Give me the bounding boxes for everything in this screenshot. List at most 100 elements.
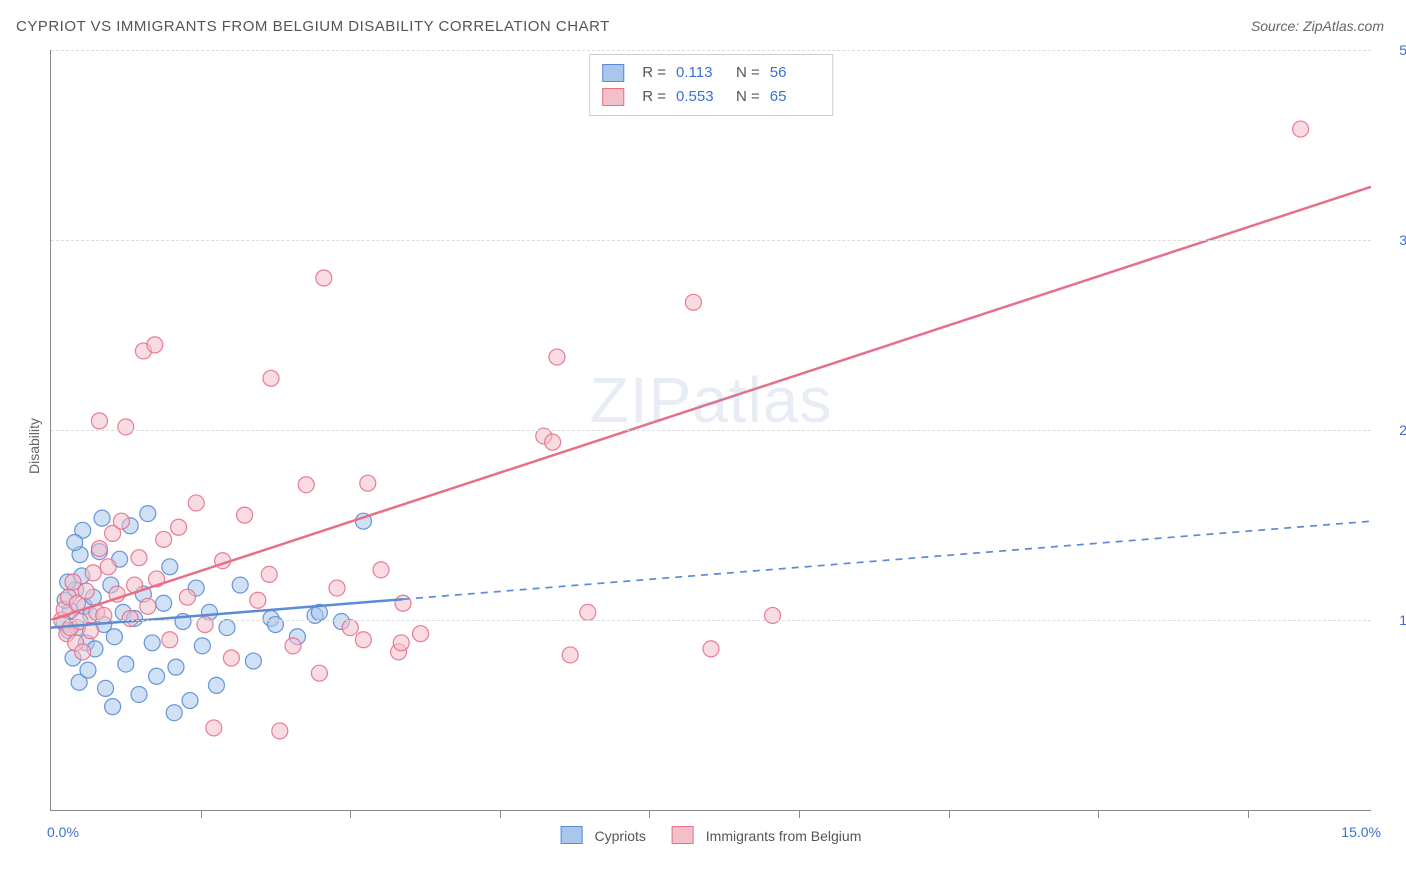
correlation-row-cypriots: R = 0.113 N = 56 [602, 61, 820, 85]
data-point [272, 723, 288, 739]
data-point [197, 617, 213, 633]
data-point [188, 495, 204, 511]
data-point [580, 604, 596, 620]
r-label: R = [642, 85, 666, 109]
x-tick-mark [799, 810, 800, 818]
r-value: 0.113 [676, 61, 726, 85]
data-point [105, 699, 121, 715]
y-axis-label: Disability [26, 418, 42, 474]
legend-label: Cypriots [595, 828, 646, 844]
data-point [67, 534, 83, 550]
data-point [685, 294, 701, 310]
swatch-icon [602, 88, 624, 106]
data-point [171, 519, 187, 535]
r-label: R = [642, 61, 666, 85]
swatch-icon [561, 826, 583, 844]
data-point [179, 589, 195, 605]
r-value: 0.553 [676, 85, 726, 109]
data-point [149, 668, 165, 684]
swatch-icon [602, 64, 624, 82]
data-point [329, 580, 345, 596]
data-point [245, 653, 261, 669]
data-point [237, 507, 253, 523]
data-point [393, 635, 409, 651]
data-point [140, 598, 156, 614]
y-tick-label: 12.5% [1379, 612, 1406, 628]
data-point [144, 635, 160, 651]
x-tick-mark [949, 810, 950, 818]
data-point [91, 541, 107, 557]
n-value: 65 [770, 85, 820, 109]
data-point [98, 680, 114, 696]
data-point [131, 550, 147, 566]
data-point [261, 566, 277, 582]
data-point [562, 647, 578, 663]
x-tick-mark [1248, 810, 1249, 818]
data-point [156, 595, 172, 611]
gridline [51, 430, 1371, 431]
data-point [85, 565, 101, 581]
series-legend: Cypriots Immigrants from Belgium [561, 826, 862, 844]
data-point [545, 434, 561, 450]
x-tick-mark [350, 810, 351, 818]
n-value: 56 [770, 61, 820, 85]
data-point [360, 475, 376, 491]
data-point [94, 510, 110, 526]
source-label: Source: ZipAtlas.com [1251, 18, 1384, 34]
correlation-row-belgium: R = 0.553 N = 65 [602, 85, 820, 109]
legend-label: Immigrants from Belgium [706, 828, 862, 844]
data-point [147, 337, 163, 353]
data-point [342, 620, 358, 636]
gridline [51, 620, 1371, 621]
data-point [91, 413, 107, 429]
x-axis-max-label: 15.0% [1341, 824, 1381, 840]
data-point [162, 632, 178, 648]
gridline [51, 50, 1371, 51]
data-point [298, 477, 314, 493]
data-point [122, 610, 138, 626]
x-tick-mark [201, 810, 202, 818]
data-point [219, 620, 235, 636]
legend-item-belgium: Immigrants from Belgium [672, 826, 861, 844]
data-point [208, 677, 224, 693]
data-point [75, 644, 91, 660]
data-point [118, 656, 134, 672]
trend-line-dashed [403, 521, 1371, 599]
data-point [703, 641, 719, 657]
data-point [113, 513, 129, 529]
data-point [311, 665, 327, 681]
n-label: N = [736, 61, 760, 85]
data-point [162, 559, 178, 575]
x-tick-mark [649, 810, 650, 818]
data-point [131, 686, 147, 702]
data-point [156, 531, 172, 547]
x-tick-mark [1098, 810, 1099, 818]
correlation-legend: R = 0.113 N = 56 R = 0.553 N = 65 [589, 54, 833, 116]
trend-line [51, 187, 1371, 620]
data-point [194, 638, 210, 654]
data-point [250, 592, 266, 608]
data-point [182, 693, 198, 709]
data-point [80, 662, 96, 678]
y-tick-label: 50.0% [1379, 42, 1406, 58]
data-point [223, 650, 239, 666]
data-point [316, 270, 332, 286]
data-point [232, 577, 248, 593]
data-point [373, 562, 389, 578]
data-point [263, 370, 279, 386]
n-label: N = [736, 85, 760, 109]
data-point [78, 583, 94, 599]
data-point [106, 629, 122, 645]
data-point [118, 419, 134, 435]
data-point [413, 626, 429, 642]
x-axis-min-label: 0.0% [47, 824, 79, 840]
data-point [1293, 121, 1309, 137]
data-point [549, 349, 565, 365]
data-point [166, 705, 182, 721]
data-point [765, 607, 781, 623]
chart-title: CYPRIOT VS IMMIGRANTS FROM BELGIUM DISAB… [16, 18, 610, 35]
y-tick-label: 37.5% [1379, 232, 1406, 248]
data-point [285, 638, 301, 654]
data-point [355, 632, 371, 648]
swatch-icon [672, 826, 694, 844]
